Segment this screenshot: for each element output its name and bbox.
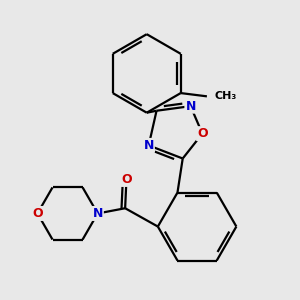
Text: O: O xyxy=(197,127,208,140)
Text: N: N xyxy=(185,100,196,113)
Text: N: N xyxy=(143,139,154,152)
Text: CH₃: CH₃ xyxy=(215,91,237,101)
Text: O: O xyxy=(121,173,132,186)
Text: N: N xyxy=(92,207,103,220)
Text: O: O xyxy=(32,207,43,220)
